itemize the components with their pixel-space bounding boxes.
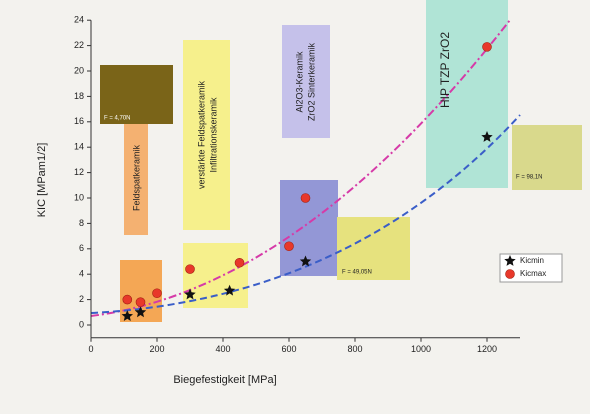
x-tick-label: 200 bbox=[149, 344, 164, 354]
circle-marker bbox=[483, 42, 492, 51]
region-al2o3 bbox=[280, 180, 338, 276]
y-tick-label: 0 bbox=[79, 319, 84, 329]
region-infiltration-label bbox=[183, 40, 230, 230]
y-tick-label: 12 bbox=[74, 167, 84, 177]
annotation: HIP TZP ZrO2 bbox=[438, 32, 452, 108]
circle-marker bbox=[123, 295, 132, 304]
y-tick-label: 20 bbox=[74, 65, 84, 75]
x-tick-label: 800 bbox=[347, 344, 362, 354]
y-tick-label: 2 bbox=[79, 294, 84, 304]
x-tick-label: 0 bbox=[88, 344, 93, 354]
annotation: Feldspatkeramik bbox=[131, 144, 141, 211]
legend-label: Kicmin bbox=[520, 256, 544, 265]
x-axis-label: Biegefestigkeit [MPa] bbox=[173, 374, 276, 386]
y-tick-label: 24 bbox=[74, 15, 84, 25]
micrograph-label: F = 4,70N bbox=[104, 116, 131, 122]
annotation: verstärkte Feldspatkeramik bbox=[196, 80, 206, 189]
x-tick-label: 600 bbox=[281, 344, 296, 354]
y-tick-label: 8 bbox=[79, 218, 84, 228]
circle-marker bbox=[136, 298, 145, 307]
x-tick-label: 1200 bbox=[477, 344, 497, 354]
y-tick-label: 22 bbox=[74, 40, 84, 50]
y-tick-label: 10 bbox=[74, 192, 84, 202]
y-tick-label: 18 bbox=[74, 91, 84, 101]
circle-marker bbox=[235, 258, 244, 267]
micrograph-label: F = 98,1N bbox=[516, 175, 543, 181]
y-tick-label: 4 bbox=[79, 269, 84, 279]
y-axis-label: KIC [MPam1/2] bbox=[36, 143, 48, 218]
circle-marker bbox=[301, 194, 310, 203]
micrograph-label: F = 49,05N bbox=[342, 270, 372, 276]
legend-label: Kicmax bbox=[520, 269, 546, 278]
y-tick-label: 14 bbox=[74, 142, 84, 152]
y-tick-label: 6 bbox=[79, 243, 84, 253]
chart: Feldspatkeramik verstärkte Feldspatkeram… bbox=[0, 0, 590, 414]
annotation: ZrO2 Sinterkeramik bbox=[306, 42, 316, 121]
circle-marker bbox=[186, 265, 195, 274]
x-tick-label: 1000 bbox=[411, 344, 431, 354]
x-tick-label: 400 bbox=[215, 344, 230, 354]
circle-marker bbox=[506, 270, 515, 279]
annotation: Infiltrationskeramik bbox=[208, 97, 218, 173]
y-tick-label: 16 bbox=[74, 116, 84, 126]
annotation: Al2O3-Keramik bbox=[294, 51, 304, 113]
circle-marker bbox=[285, 242, 294, 251]
circle-marker bbox=[153, 289, 162, 298]
